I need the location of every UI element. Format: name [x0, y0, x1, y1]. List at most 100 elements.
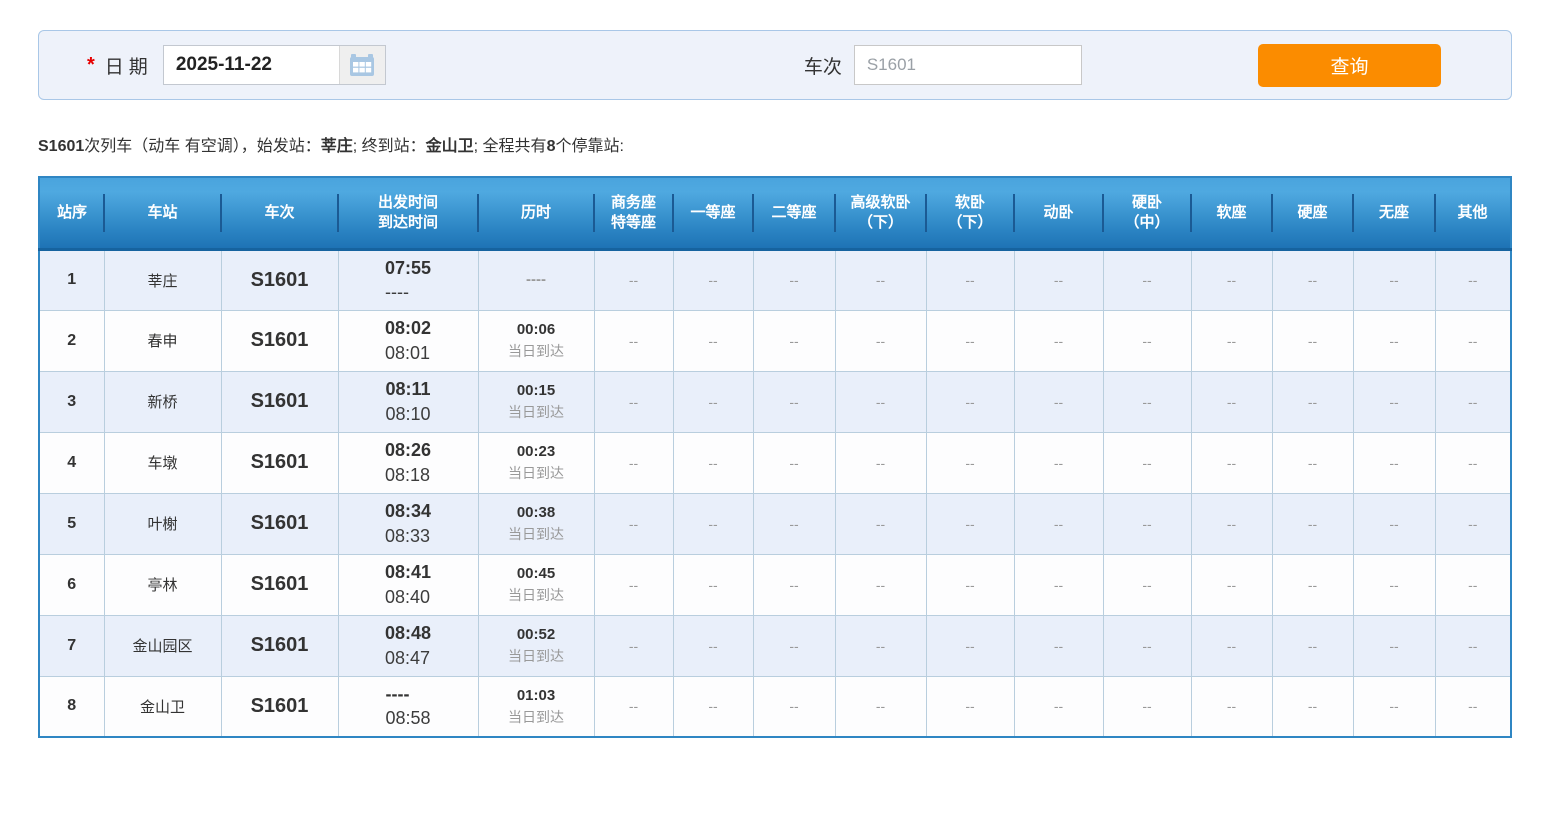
cell-seat-7: --	[1102, 553, 1192, 616]
cell-seat-11: --	[1434, 614, 1512, 677]
cell-stop-seq: 3	[38, 370, 105, 433]
cell-stop-seq: 4	[38, 431, 105, 494]
cell-seat-1: --	[593, 248, 674, 311]
cell-seat-11: --	[1434, 675, 1512, 738]
date-label: 日期	[104, 56, 153, 78]
cell-duration: ----	[477, 248, 595, 311]
cell-station-name: 新桥	[103, 370, 222, 433]
cell-seat-5: --	[925, 614, 1015, 677]
col-header-14: 硬座	[1271, 177, 1353, 251]
cell-seat-10: --	[1352, 675, 1436, 738]
cell-station-name: 金山园区	[103, 614, 222, 677]
cell-seat-8: --	[1190, 614, 1273, 677]
date-input[interactable]	[163, 46, 339, 84]
col-header-5: 历时	[477, 177, 594, 251]
cell-seat-10: --	[1352, 614, 1436, 677]
cell-train-no: S1601	[220, 492, 339, 555]
cell-seat-10: --	[1352, 553, 1436, 616]
cell-seat-9: --	[1271, 370, 1354, 433]
cell-seat-1: --	[593, 614, 674, 677]
cell-seat-5: --	[925, 492, 1015, 555]
cell-seat-2: --	[672, 370, 754, 433]
cell-seat-3: --	[752, 309, 836, 372]
cell-stop-seq: 1	[38, 248, 105, 311]
cell-seat-10: --	[1352, 248, 1436, 311]
cell-seat-8: --	[1190, 370, 1273, 433]
table-row: 4 车墩 S1601 08:26 08:18 00:23 当日到达 -- -- -- -- -- -- -…	[38, 431, 1512, 494]
col-header-10: 软卧 （下）	[925, 177, 1014, 251]
cell-seat-7: --	[1102, 614, 1192, 677]
cell-seat-6: --	[1013, 248, 1104, 311]
cell-seat-11: --	[1434, 492, 1512, 555]
cell-depart-arrive: 08:11 08:10	[337, 370, 479, 433]
calendar-icon	[350, 54, 375, 76]
cell-seat-9: --	[1271, 492, 1354, 555]
cell-depart-arrive: 08:34 08:33	[337, 492, 479, 555]
col-header-6: 商务座 特等座	[593, 177, 673, 251]
cell-station-name: 金山卫	[103, 675, 222, 738]
cell-seat-8: --	[1190, 431, 1273, 494]
cell-seat-7: --	[1102, 431, 1192, 494]
cell-train-no: S1601	[220, 370, 339, 433]
cell-seat-4: --	[834, 614, 927, 677]
cell-train-no: S1601	[220, 614, 339, 677]
cell-seat-6: --	[1013, 553, 1104, 616]
summary-train-no: S1601	[38, 138, 85, 155]
col-header-7: 一等座	[672, 177, 753, 251]
summary-stop-count: 8	[546, 138, 556, 155]
cell-station-name: 亭林	[103, 553, 222, 616]
col-header-15: 无座	[1352, 177, 1435, 251]
cell-seat-2: --	[672, 309, 754, 372]
cell-seat-2: --	[672, 553, 754, 616]
cell-seat-6: --	[1013, 492, 1104, 555]
cell-seat-1: --	[593, 675, 674, 738]
cell-seat-10: --	[1352, 309, 1436, 372]
cell-station-name: 莘庄	[103, 248, 222, 311]
cell-seat-11: --	[1434, 248, 1512, 311]
cell-seat-8: --	[1190, 248, 1273, 311]
cell-seat-3: --	[752, 553, 836, 616]
cell-seat-1: --	[593, 492, 674, 555]
cell-stop-seq: 6	[38, 553, 105, 616]
col-header-11: 动卧	[1013, 177, 1103, 251]
cell-seat-1: --	[593, 431, 674, 494]
cell-seat-9: --	[1271, 248, 1354, 311]
cell-seat-4: --	[834, 370, 927, 433]
cell-depart-arrive: 08:41 08:40	[337, 553, 479, 616]
cell-seat-7: --	[1102, 370, 1192, 433]
cell-seat-7: --	[1102, 309, 1192, 372]
cell-seat-4: --	[834, 553, 927, 616]
cell-duration: 00:15 当日到达	[477, 370, 595, 433]
cell-seat-2: --	[672, 431, 754, 494]
col-header-2: 车站	[103, 177, 221, 251]
train-no-input[interactable]	[853, 45, 1082, 85]
cell-seat-9: --	[1271, 309, 1354, 372]
table-row: 2 春申 S1601 08:02 08:01 00:06 当日到达 -- -- -- -- -- -- -…	[38, 309, 1512, 372]
cell-seat-4: --	[834, 431, 927, 494]
train-summary: S1601次列车（动车 有空调），始发站：莘庄; 终到站：金山卫; 全程共有8个…	[38, 132, 1512, 156]
cell-seat-11: --	[1434, 431, 1512, 494]
cell-seat-11: --	[1434, 309, 1512, 372]
cell-seat-8: --	[1190, 553, 1273, 616]
cell-seat-3: --	[752, 248, 836, 311]
cell-seat-4: --	[834, 675, 927, 738]
summary-seg4: 个停靠站:	[555, 138, 624, 155]
cell-seat-6: --	[1013, 614, 1104, 677]
required-asterisk: *	[87, 53, 95, 76]
col-header-13: 软座	[1190, 177, 1272, 251]
cell-seat-3: --	[752, 614, 836, 677]
cell-seat-10: --	[1352, 370, 1436, 433]
query-button[interactable]: 查询	[1258, 43, 1441, 87]
col-header-1: 站序	[39, 177, 104, 251]
cell-duration: 00:06 当日到达	[477, 309, 595, 372]
table-row: 3 新桥 S1601 08:11 08:10 00:15 当日到达 -- -- -- -- -- -- -…	[38, 370, 1512, 433]
cell-seat-3: --	[752, 431, 836, 494]
summary-origin: 莘庄	[320, 138, 353, 155]
calendar-button[interactable]	[338, 46, 385, 84]
cell-seat-6: --	[1013, 309, 1104, 372]
summary-seg3: ; 全程共有	[473, 138, 547, 155]
date-field-wrap	[162, 45, 386, 85]
table-header: 站序 车站 车次 出发时间 到达时间 历时 商务座 特等座 一等座 二等座 高级软卧 （下） 软卧 （下）…	[39, 177, 1511, 251]
cell-seat-5: --	[925, 553, 1015, 616]
search-panel: * 日期 车次 查询	[38, 30, 1512, 100]
